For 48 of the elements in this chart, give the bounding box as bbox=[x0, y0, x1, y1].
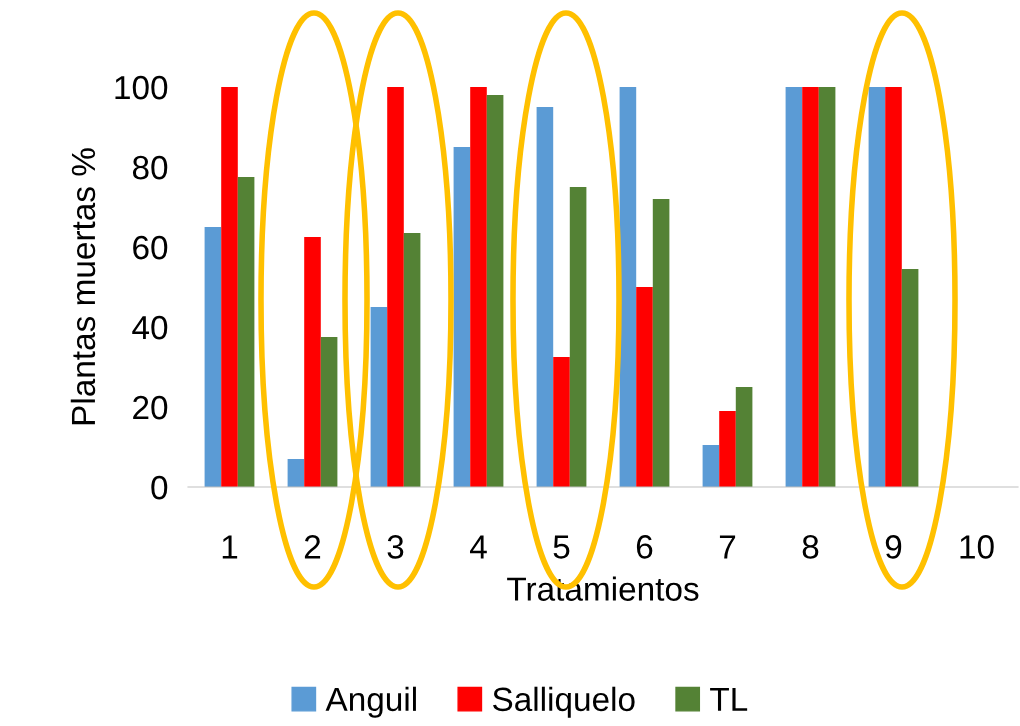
y-tick-label: 80 bbox=[132, 155, 168, 180]
bar bbox=[719, 411, 736, 487]
bar bbox=[221, 87, 238, 487]
x-tick-label: 9 bbox=[885, 535, 902, 559]
bar bbox=[818, 87, 836, 487]
bar bbox=[636, 287, 653, 487]
x-axis-title: Tratamientos bbox=[507, 576, 699, 601]
x-tick-label: 5 bbox=[553, 535, 570, 559]
bar bbox=[619, 87, 637, 487]
y-axis-title: Plantas muertas % bbox=[70, 148, 96, 425]
bar bbox=[204, 227, 222, 487]
x-tick-label: 7 bbox=[719, 535, 736, 559]
bar bbox=[885, 87, 902, 487]
bar bbox=[486, 95, 504, 487]
bar bbox=[370, 307, 388, 487]
bar bbox=[802, 87, 819, 487]
bar bbox=[536, 107, 554, 487]
y-tick-label: 0 bbox=[151, 475, 168, 500]
x-tick-label: 6 bbox=[636, 535, 653, 559]
bar bbox=[453, 147, 471, 487]
x-tick-label: 3 bbox=[387, 535, 404, 559]
x-tick-label: 10 bbox=[960, 535, 994, 559]
bar bbox=[702, 445, 720, 487]
bar bbox=[304, 237, 321, 487]
bar bbox=[320, 337, 338, 487]
x-tick-label: 4 bbox=[470, 535, 487, 559]
bar bbox=[387, 87, 404, 487]
bar bbox=[403, 233, 421, 487]
y-tick-label: 40 bbox=[132, 315, 168, 340]
x-tick-label: 8 bbox=[802, 535, 819, 559]
bar bbox=[569, 187, 587, 487]
x-tick-label: 1 bbox=[222, 535, 238, 559]
legend-label: TL bbox=[710, 687, 748, 711]
y-tick-label: 20 bbox=[133, 395, 168, 420]
bar bbox=[868, 87, 886, 487]
bar bbox=[901, 269, 919, 487]
y-tick-label: 100 bbox=[115, 75, 168, 100]
legend-label: Salliquelo bbox=[492, 686, 635, 718]
bar bbox=[553, 357, 570, 487]
bar bbox=[652, 199, 670, 487]
y-tick-label: 60 bbox=[133, 235, 168, 260]
bar bbox=[470, 87, 487, 487]
bar bbox=[237, 177, 255, 487]
bar bbox=[785, 87, 803, 487]
bar bbox=[735, 387, 753, 487]
legend-label: Anguil bbox=[325, 686, 416, 718]
x-tick-label: 2 bbox=[304, 535, 321, 559]
bar bbox=[287, 459, 305, 487]
